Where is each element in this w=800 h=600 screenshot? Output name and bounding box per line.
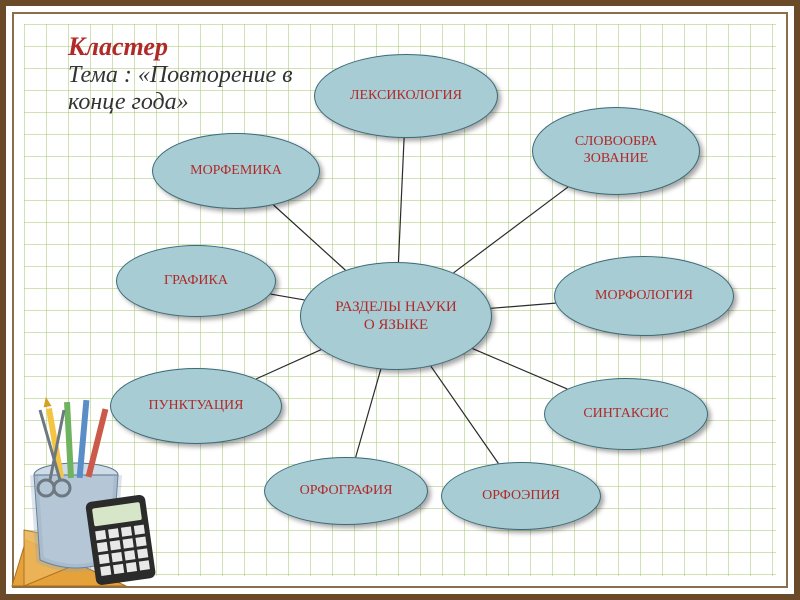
calculator-icon (85, 494, 156, 586)
node-lexicology: ЛЕКСИКОЛОГИЯ (314, 54, 498, 138)
node-morphology: МОРФОЛОГИЯ (554, 256, 734, 336)
slide-frame: Кластер Тема : «Повторение в конце года»… (0, 0, 800, 600)
title-block: Кластер Тема : «Повторение в конце года» (68, 32, 293, 116)
title-cluster: Кластер (68, 32, 293, 62)
center-node: РАЗДЕЛЫ НАУКИ О ЯЗЫКЕ (300, 262, 492, 370)
node-orthography: ОРФОГРАФИЯ (264, 457, 428, 525)
stationery-image (6, 380, 186, 590)
node-graphics: ГРАФИКА (116, 245, 276, 317)
node-wordformation: СЛОВООБРА ЗОВАНИЕ (532, 107, 700, 195)
title-topic: Тема : «Повторение в конце года» (68, 62, 293, 116)
node-orthoepy: ОРФОЭПИЯ (441, 462, 601, 530)
node-morphemics: МОРФЕМИКА (152, 133, 320, 209)
node-syntax: СИНТАКСИС (544, 378, 708, 450)
